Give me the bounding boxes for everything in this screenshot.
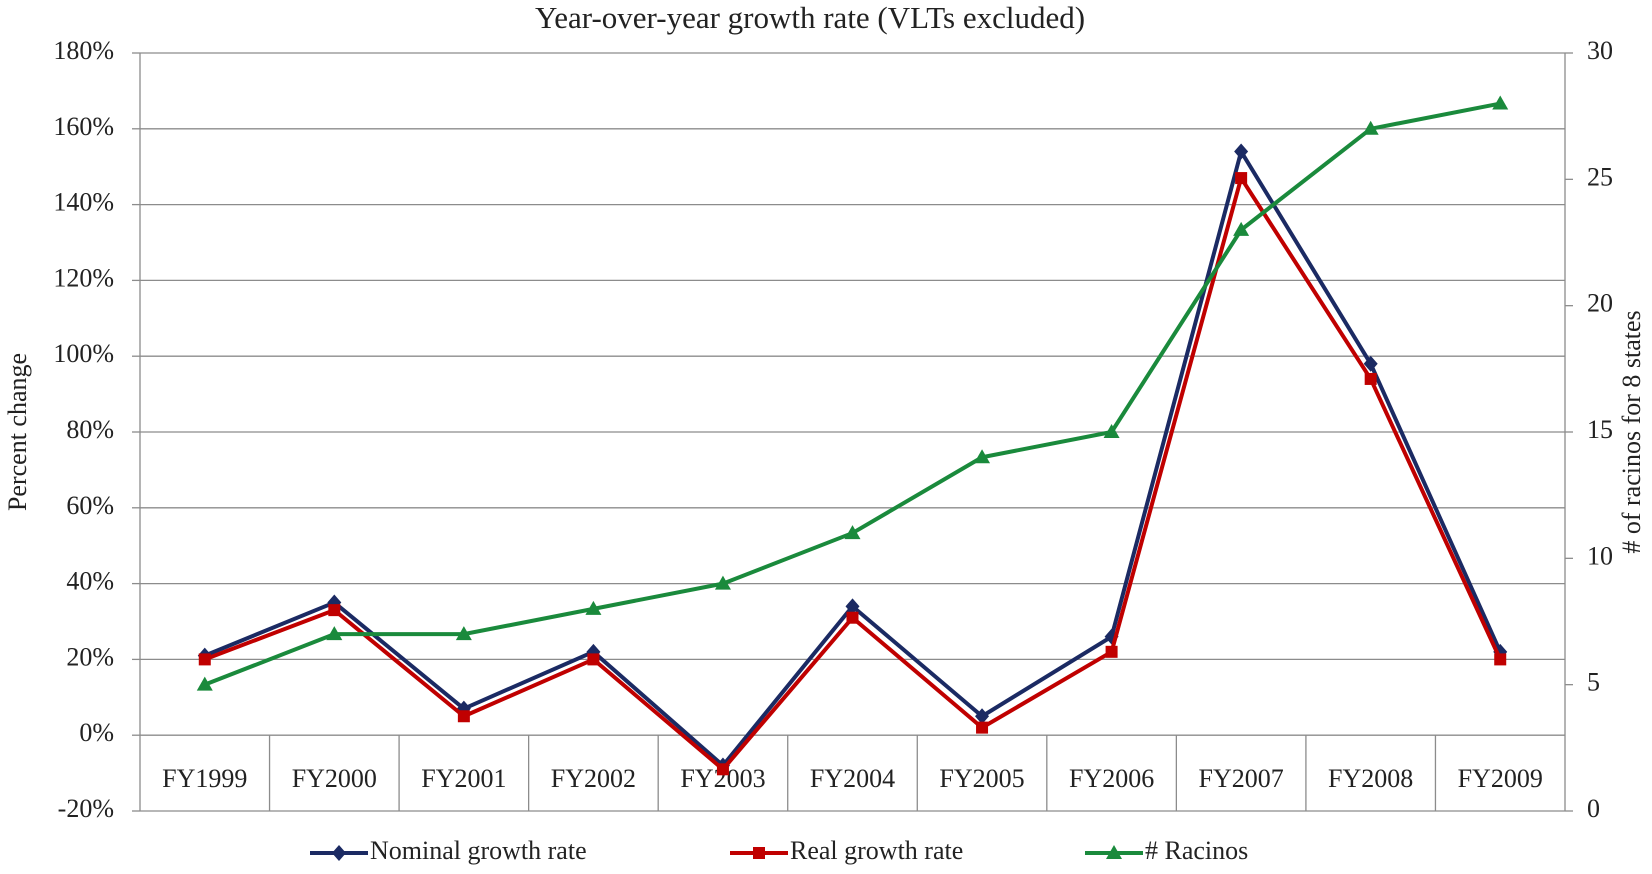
data-point — [587, 653, 600, 666]
y-tick-label: 140% — [53, 188, 114, 217]
y-axis-title: Percent change — [3, 353, 32, 511]
data-point — [975, 708, 990, 725]
series-line — [204, 101, 1501, 687]
data-point — [1235, 172, 1248, 185]
data-point — [1103, 424, 1120, 438]
y2-tick-label: 0 — [1587, 794, 1600, 823]
x-tick-label: FY2009 — [1458, 764, 1543, 793]
series-line — [204, 176, 1503, 772]
y-tick-label: 0% — [79, 718, 114, 747]
legend-marker — [753, 847, 765, 859]
data-point — [1105, 645, 1118, 658]
y-tick-label: 160% — [53, 112, 114, 141]
y-tick-label: 100% — [53, 339, 114, 368]
data-point — [976, 721, 989, 734]
legend-label: # Racinos — [1145, 836, 1248, 865]
x-tick-label: FY2004 — [810, 764, 895, 793]
data-point — [845, 598, 860, 615]
x-tick-label: FY2005 — [939, 764, 1024, 793]
x-tick-label: FY2001 — [421, 764, 506, 793]
data-point — [326, 626, 343, 641]
x-tick-label: FY1999 — [162, 764, 247, 793]
x-tick-label: FY2002 — [551, 764, 636, 793]
y2-tick-label: 10 — [1587, 541, 1613, 570]
y2-tick-label: 20 — [1587, 289, 1613, 318]
y2-tick-label: 30 — [1587, 36, 1613, 65]
y-tick-label: 80% — [66, 415, 114, 444]
data-point — [1362, 120, 1379, 135]
series-line — [204, 149, 1503, 768]
data-point — [455, 626, 472, 641]
data-point — [974, 449, 991, 464]
y2-tick-label: 5 — [1587, 668, 1600, 697]
y-tick-label: -20% — [58, 794, 114, 823]
legend-label: Nominal growth rate — [370, 836, 587, 865]
y2-tick-label: 25 — [1587, 162, 1613, 191]
x-tick-label: FY2006 — [1069, 764, 1154, 793]
y-tick-label: 180% — [53, 36, 114, 65]
data-point — [328, 604, 341, 617]
data-point — [1233, 221, 1250, 236]
data-point — [716, 763, 729, 776]
data-point — [714, 575, 731, 590]
x-tick-label: FY2000 — [292, 764, 377, 793]
chart-title: Year-over-year growth rate (VLTs exclude… — [535, 0, 1085, 35]
y2-tick-label: 15 — [1587, 415, 1613, 444]
data-point — [844, 525, 861, 540]
y-tick-label: 120% — [53, 263, 114, 292]
data-point — [1364, 372, 1377, 385]
x-tick-label: FY2008 — [1328, 764, 1413, 793]
data-point — [585, 600, 602, 615]
data-point — [457, 710, 470, 723]
data-point — [196, 676, 213, 691]
y-tick-label: 40% — [66, 567, 114, 596]
y2-axis-title: # of racinos for 8 states — [1617, 310, 1646, 553]
data-point — [1363, 355, 1378, 372]
data-point — [198, 653, 211, 666]
legend-marker — [332, 845, 346, 861]
y-tick-label: 60% — [66, 491, 114, 520]
legend-label: Real growth rate — [790, 836, 963, 865]
data-point — [846, 611, 859, 624]
legend-marker — [1106, 845, 1122, 859]
data-point — [1492, 95, 1509, 110]
data-point — [1494, 653, 1507, 666]
data-point — [1234, 143, 1249, 160]
x-tick-label: FY2007 — [1199, 764, 1284, 793]
y-tick-label: 20% — [66, 642, 114, 671]
